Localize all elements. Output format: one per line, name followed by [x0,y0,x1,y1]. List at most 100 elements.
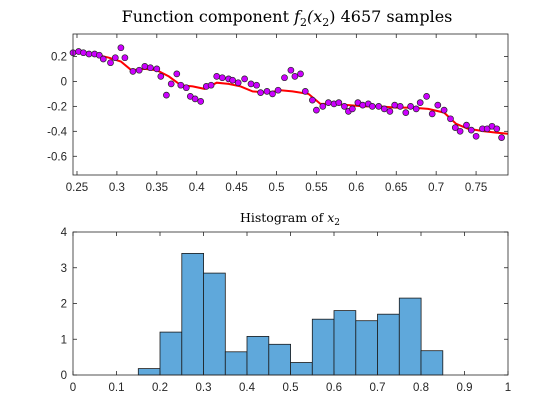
scatter-point [153,65,161,73]
scatter-point [472,132,480,140]
scatter-point [341,103,348,110]
x-tick-label: 0.3 [109,182,125,194]
y-tick-label: 0 [61,76,67,88]
histogram-bar [377,313,400,376]
histogram-bar [355,320,378,376]
x-tick-label: 0.65 [385,182,407,194]
top-title-arg: (x [307,7,322,26]
scatter-point [95,51,103,59]
top-plot-axes: 0.25 0.3 0.35 0.4 0.45 0.5 0.55 0.6 0.65 0.7 0.75 0… [47,34,508,194]
scatter-point [407,103,414,110]
scatter-point [99,55,107,63]
scatter-point [117,44,125,52]
scatter-point [440,106,448,114]
scatter-point [297,70,304,78]
scatter-point [309,96,316,104]
histogram-bar [398,297,422,376]
scatter-point [263,88,271,95]
scatter-point [359,101,367,109]
scatter-point [253,81,260,89]
scatter-point [141,63,149,70]
top-title-f-sub: 2 [300,16,307,29]
histogram-bar [224,351,248,376]
scatter-point [121,54,129,62]
top-plot-marks [69,44,509,141]
bottom-title-x-sub: 2 [334,218,340,228]
x-tick-label: 0.5 [283,382,299,394]
scatter-point [247,80,255,88]
histogram-bar [290,362,313,376]
scatter-point [269,90,276,98]
scatter-point [463,121,470,129]
y-tick-label: 2 [61,299,67,311]
scatter-point [177,81,185,89]
scatter-point [428,110,436,118]
scatter-point [207,81,215,89]
scatter-point [335,99,343,106]
scatter-point [301,88,309,95]
scatter-point [467,126,475,134]
scatter-point [349,105,356,113]
scatter-point [129,68,137,75]
scatter-point [368,103,376,110]
scatter-point [396,103,404,110]
scatter-point [111,54,119,62]
histogram-bar [159,331,183,376]
x-tick-label: 0.9 [457,382,473,394]
y-tick-label: -0.6 [47,151,67,163]
x-tick-label: 1 [505,382,511,394]
scatter-point [218,74,226,82]
x-tick-label: 0.75 [465,182,487,194]
histogram-plot: 0 0.1 0.2 0.3 0.4 0.5 0.6 0.7 0.8 0.9 1 0 1 2 3 4 [61,227,512,394]
top-chart-title: Function component f2(x2) 4657 samples [122,7,453,29]
scatter-point [412,105,420,113]
top-title-close: ) [329,7,335,26]
scatter-point [493,125,501,133]
scatter-point [281,74,288,82]
scatter-point [313,106,320,114]
y-tick-label: 4 [61,227,68,239]
scatter-point [434,101,442,109]
fit-line [72,51,509,135]
scatter-point [287,66,295,74]
scatter-point [380,105,388,113]
y-tick-label: 1 [61,334,67,346]
scatter-point [447,115,454,123]
histogram-bar [311,318,335,376]
x-tick-label: 0.6 [326,382,342,394]
y-tick-label: -0.2 [47,101,67,113]
x-tick-label: 0.45 [225,182,247,194]
scatter-point [257,89,264,96]
y-tick-label: 0 [61,370,67,382]
x-tick-label: 0.5 [269,182,285,194]
scatter-point [498,134,505,141]
histogram-bar [246,335,270,376]
scatter-point [241,75,248,83]
x-tick-label: 0.7 [428,182,444,194]
scatter-point [147,64,154,72]
scatter-point [85,50,93,58]
x-tick-label: 0.55 [305,182,327,194]
x-tick-label: 0.3 [196,382,212,394]
x-tick-label: 0.6 [348,182,364,194]
x-tick-label: 0.1 [109,382,125,394]
scatter-point [456,127,464,135]
scatter-point [80,49,87,57]
bottom-chart-title: Histogram of x2 [240,210,340,228]
scatter-point [197,98,205,105]
scatter-point [291,73,299,80]
y-tick-label: 0.2 [51,51,67,63]
x-tick-label: 0.8 [413,382,429,394]
function-component-plot: 0.25 0.3 0.35 0.4 0.45 0.5 0.55 0.6 0.65 0.7 0.75 0… [47,33,509,194]
histogram-bars [137,252,444,376]
histogram-bar [420,350,444,376]
x-tick-label: 0.4 [189,182,206,194]
y-tick-label: -0.4 [47,126,67,138]
bottom-title-main: Histogram of [240,210,327,225]
scatter-point [229,76,236,84]
scatter-point [416,99,424,106]
x-tick-label: 0.4 [239,382,256,394]
scatter-point [173,70,181,78]
histogram-axes: 0 0.1 0.2 0.3 0.4 0.5 0.6 0.7 0.8 0.9 1 0 1 2 3 4 [61,227,512,394]
